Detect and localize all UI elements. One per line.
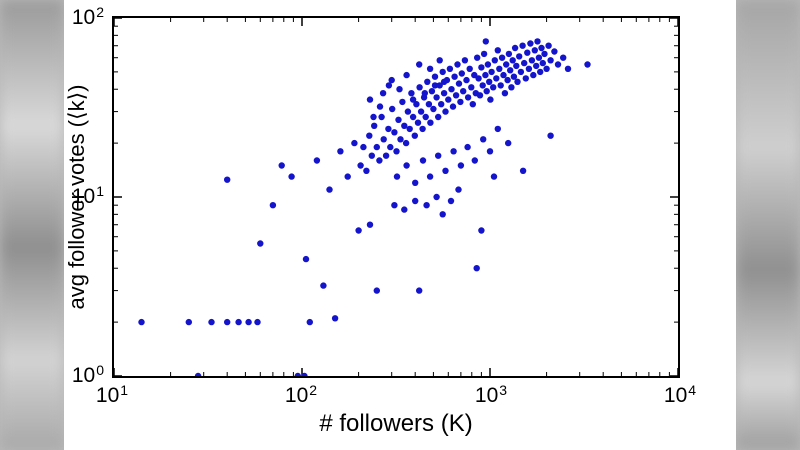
background-blur-left	[0, 0, 64, 450]
x-tick-label-4: 104	[663, 382, 697, 407]
x-tick-label-2: 102	[284, 382, 318, 407]
scatter-points-svg	[114, 18, 678, 376]
x-tick-label-1: 101	[95, 382, 129, 407]
x-tick-label-3: 103	[474, 382, 508, 407]
scatter-plot-area	[112, 16, 680, 378]
x-axis-label: # followers (K)	[319, 410, 473, 437]
y-tick-label-3: 100	[71, 362, 104, 387]
y-tick-label-2: 101	[71, 183, 104, 208]
figure: 101 102 103 104 102 101 100 # followers …	[64, 0, 736, 450]
background-blur-right	[736, 0, 800, 450]
y-axis-label: avg follower votes (⟨k⟩)	[64, 84, 89, 310]
y-tick-label-1: 102	[71, 4, 104, 29]
